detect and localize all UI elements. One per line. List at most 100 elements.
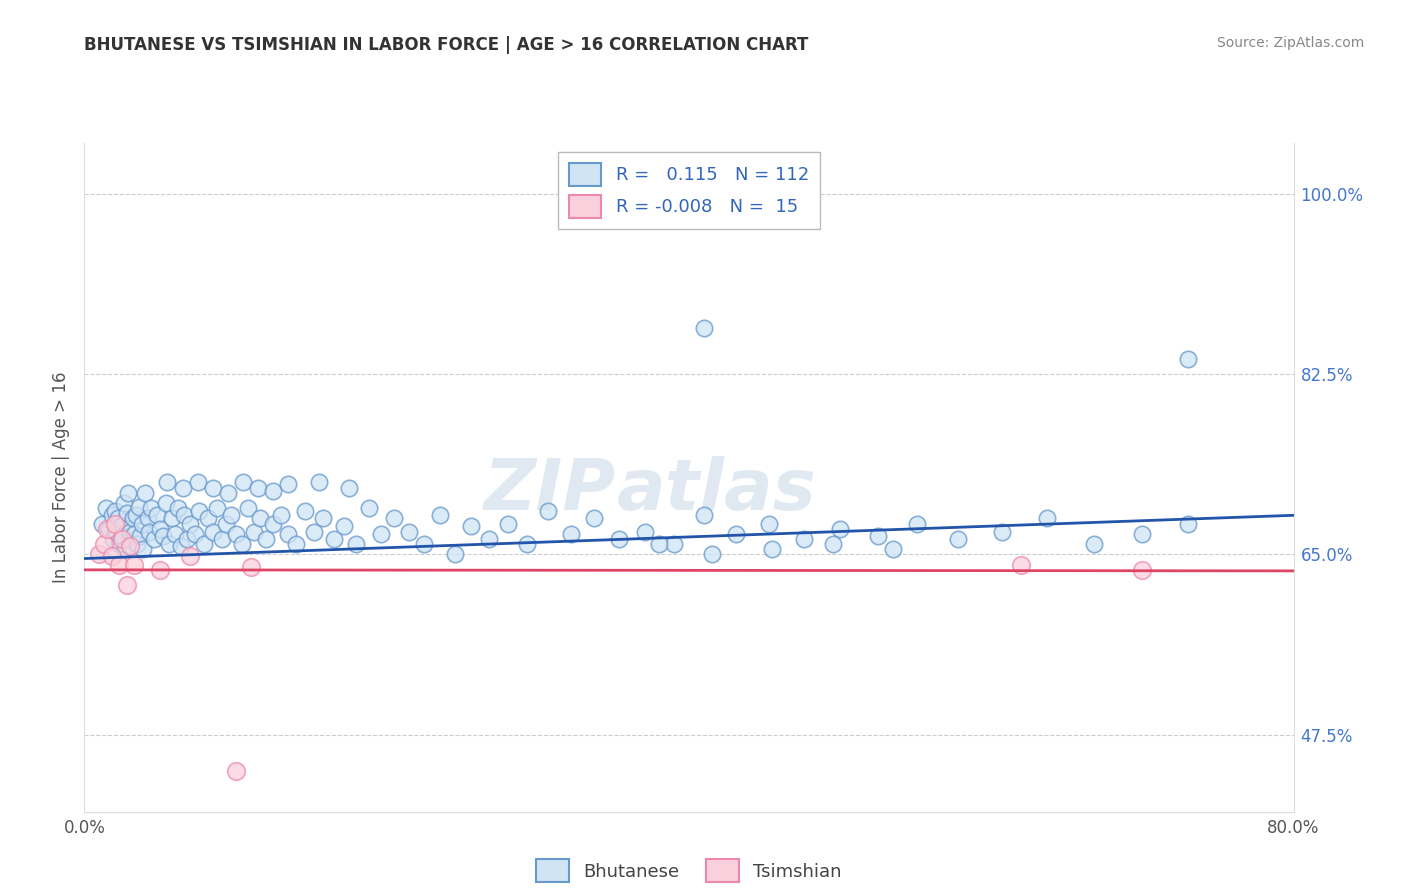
Point [127, 537, 149, 551]
Point [131, 516, 153, 531]
Point [104, 504, 127, 518]
Point [173, 508, 195, 523]
Point [112, 496, 135, 510]
Point [302, 524, 325, 539]
Point [201, 481, 224, 495]
Point [120, 539, 142, 553]
Point [761, 542, 783, 557]
Point [139, 501, 162, 516]
Point [138, 524, 160, 539]
Point [111, 532, 134, 546]
Point [149, 563, 172, 577]
Point [132, 542, 155, 557]
Y-axis label: In Labor Force | Age > 16: In Labor Force | Age > 16 [52, 371, 70, 583]
Point [146, 508, 169, 523]
Point [193, 537, 215, 551]
Point [609, 532, 631, 546]
Point [93, 537, 115, 551]
Point [247, 481, 270, 495]
Point [239, 559, 262, 574]
Point [700, 548, 723, 562]
Point [333, 518, 356, 533]
Point [231, 537, 253, 551]
Point [277, 526, 299, 541]
Point [866, 529, 889, 543]
Point [830, 522, 852, 536]
Point [443, 548, 465, 562]
Point [1130, 563, 1153, 577]
Point [821, 537, 844, 551]
Text: Source: ZipAtlas.com: Source: ZipAtlas.com [1216, 36, 1364, 50]
Point [121, 511, 143, 525]
Point [294, 504, 316, 518]
Point [758, 516, 780, 531]
Point [1083, 537, 1105, 551]
Point [128, 500, 150, 514]
Point [89, 548, 111, 562]
Point [382, 511, 405, 525]
Point [96, 522, 118, 536]
Point [167, 501, 190, 516]
Point [242, 524, 264, 539]
Point [478, 532, 501, 546]
Point [163, 526, 186, 541]
Point [249, 511, 271, 525]
Point [115, 506, 138, 520]
Point [460, 518, 482, 533]
Point [97, 522, 120, 536]
Point [1177, 516, 1199, 531]
Point [110, 518, 132, 533]
Point [211, 532, 233, 546]
Point [129, 529, 152, 543]
Point [101, 532, 124, 546]
Point [136, 511, 159, 525]
Text: BHUTANESE VS TSIMSHIAN IN LABOR FORCE | AGE > 16 CORRELATION CHART: BHUTANESE VS TSIMSHIAN IN LABOR FORCE | … [84, 36, 808, 54]
Point [308, 475, 330, 490]
Point [398, 524, 420, 539]
Point [647, 537, 671, 551]
Point [905, 516, 928, 531]
Point [156, 475, 179, 490]
Point [496, 516, 519, 531]
Point [207, 501, 229, 516]
Point [100, 549, 122, 564]
Point [946, 532, 969, 546]
Point [160, 511, 183, 525]
Point [201, 524, 224, 539]
Point [179, 549, 201, 564]
Point [176, 532, 198, 546]
Point [537, 504, 560, 518]
Point [262, 483, 284, 498]
Point [429, 508, 451, 523]
Point [662, 537, 685, 551]
Point [991, 524, 1014, 539]
Point [312, 511, 335, 525]
Point [346, 537, 368, 551]
Point [225, 526, 247, 541]
Point [582, 511, 605, 525]
Point [337, 481, 360, 495]
Point [217, 485, 239, 500]
Point [277, 477, 299, 491]
Point [793, 532, 815, 546]
Point [115, 578, 138, 592]
Point [188, 504, 211, 518]
Point [114, 542, 136, 557]
Point [693, 321, 716, 335]
Point [187, 475, 209, 490]
Point [122, 526, 145, 541]
Point [100, 508, 122, 523]
Point [111, 529, 134, 543]
Point [122, 558, 145, 572]
Point [254, 532, 277, 546]
Point [370, 526, 392, 541]
Point [172, 481, 194, 495]
Point [170, 539, 193, 553]
Point [105, 524, 128, 539]
Point [219, 508, 242, 523]
Text: atlas: atlas [616, 456, 815, 525]
Point [108, 558, 131, 572]
Point [107, 511, 129, 525]
Point [108, 537, 131, 551]
Point [215, 516, 238, 531]
